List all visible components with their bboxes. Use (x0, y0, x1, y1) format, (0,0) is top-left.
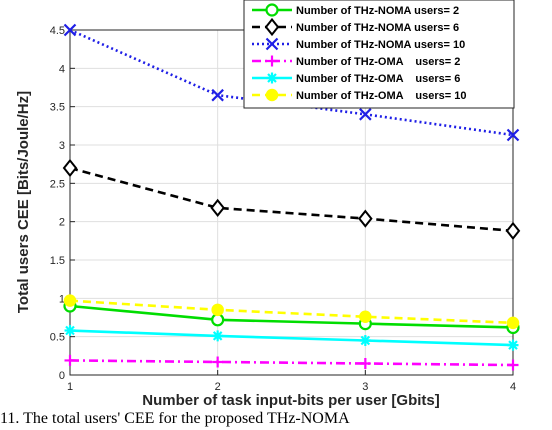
legend-marker (266, 72, 278, 84)
data-point (359, 335, 371, 346)
series-line (63, 299, 520, 335)
legend-label: Number of THz-OMA users= 10 (296, 90, 466, 102)
legend-marker (264, 17, 280, 37)
x-axis-label: Number of task input-bits per user [Gbit… (142, 392, 440, 409)
legend: Number of THz-NOMA users= 2 Number of THz… (243, 0, 515, 109)
series-path (69, 304, 514, 329)
x-tick-label: 3 (362, 381, 368, 393)
legend-box (243, 0, 515, 109)
legend-label: Number of THz-OMA users= 6 (296, 73, 460, 85)
data-point (64, 354, 76, 366)
data-point (212, 330, 224, 342)
y-tick-label: 2.5 (50, 178, 65, 190)
series-path (69, 329, 514, 347)
series-line (64, 354, 519, 371)
legend-entry: Number of THz-NOMA users= 2 (252, 3, 459, 17)
legend-entry: Number of THz-OMA users= 2 (252, 55, 460, 68)
data-point (210, 198, 225, 217)
series-line (64, 325, 519, 351)
legend-label: Number of THz-OMA users= 2 (296, 56, 460, 68)
legend-label: Number of THz-NOMA users= 6 (296, 22, 459, 34)
legend-label: Number of THz-NOMA users= 2 (296, 5, 459, 17)
legend-entry: Number of THz-NOMA users= 10 (252, 37, 465, 51)
data-point (62, 158, 78, 178)
series-layer (62, 23, 521, 371)
y-tick-label: 0 (59, 370, 65, 382)
legend-marker (265, 37, 279, 51)
data-point (506, 316, 520, 330)
series-path (69, 359, 514, 367)
x-tick-label: 2 (215, 381, 221, 393)
data-point (506, 128, 520, 142)
y-tick-label: 4.5 (50, 25, 65, 37)
series-line (62, 158, 521, 240)
data-point (64, 325, 76, 337)
legend-entry: Number of THz-OMA users= 10 (252, 88, 466, 102)
y-tick-label: 2 (59, 217, 65, 229)
y-tick-label: 0.5 (50, 332, 65, 344)
y-tick-label: 3 (59, 140, 65, 152)
data-point (507, 339, 519, 351)
x-tick-label: 1 (67, 381, 73, 393)
data-point (358, 209, 373, 228)
legend-marker (265, 3, 279, 17)
y-axis-label: Total users CEE [Bits/Joule/Hz] (15, 91, 32, 313)
data-point (505, 221, 521, 240)
chart: 0 0.5 1 1.5 2 2.5 3 3.5 4 4.5 1 2 3 4 Number of THz-N… (15, 0, 521, 409)
data-point (507, 359, 519, 371)
legend-marker (266, 55, 278, 67)
data-point (212, 356, 224, 368)
x-tick-label: 4 (510, 381, 516, 393)
legend-marker (265, 88, 279, 102)
data-point (359, 108, 372, 121)
data-point (63, 23, 77, 37)
y-tick-label: 3.5 (50, 102, 65, 114)
data-point (63, 294, 77, 307)
figure-caption: 11. The total users' CEE for the propose… (0, 410, 350, 427)
legend-entry: Number of THz-NOMA users= 6 (252, 17, 459, 37)
legend-label: Number of THz-NOMA users= 10 (296, 39, 465, 51)
series-path (69, 166, 514, 233)
data-point (359, 358, 371, 369)
y-tick-label: 1 (59, 293, 65, 305)
series-line (63, 294, 520, 330)
data-point (211, 303, 224, 317)
y-tick-label: 1.5 (50, 255, 65, 267)
series-path (69, 299, 514, 325)
axis-ticks: 0 0.5 1 1.5 2 2.5 3 3.5 4 4.5 1 2 3 4 (50, 25, 516, 393)
data-point (359, 310, 372, 323)
legend-entry: Number of THz-OMA users= 6 (252, 72, 460, 85)
y-tick-label: 4 (59, 63, 65, 75)
data-point (211, 88, 224, 102)
